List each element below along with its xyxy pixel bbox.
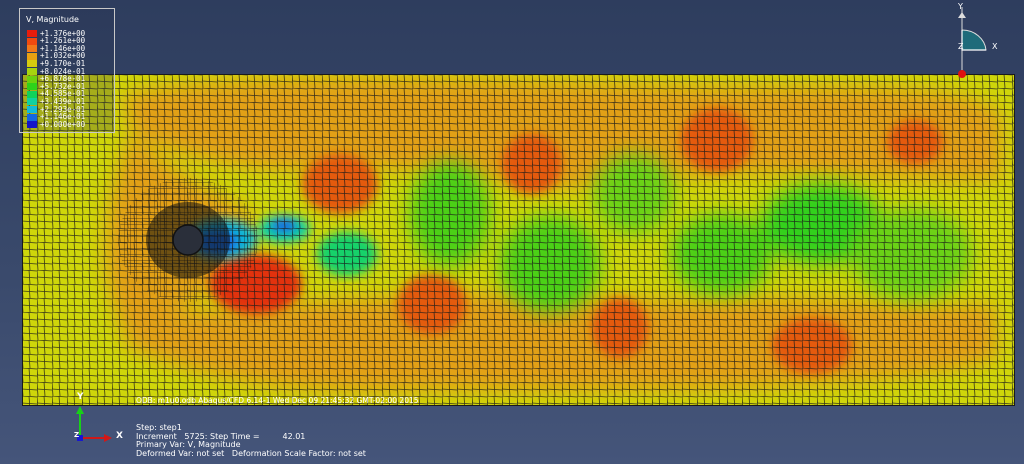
legend-title: V, Magnitude [26,15,79,24]
triad-y-label: Y [958,2,963,11]
legend-swatch [27,113,37,121]
legend-swatch [27,106,37,113]
legend-swatch [27,45,37,53]
status-step: Step: step1 [136,423,182,432]
triad-x-label: X [992,42,998,51]
legend-label: +3.439e-01 [40,96,86,106]
legend-swatch [27,83,37,91]
triad-z-label: Z [958,42,964,51]
legend-label: +2.293e-01 [40,104,86,114]
legend-label: +1.146e+00 [40,43,86,53]
legend-swatch [27,90,37,98]
cylinder-obstacle [172,224,204,256]
axis-x-label: X [116,431,123,441]
axis-z-label: Z [74,431,80,439]
contour-legend[interactable]: V, Magnitude +1.376e+00 +1.261e+00 +1.146e… [19,8,115,133]
coordinate-triad-icon [76,406,112,442]
legend-swatch [27,52,37,60]
axis-y-label: Y [77,392,84,402]
legend-label: +1.376e+00 [40,28,86,38]
status-deformed-var: Deformed Var: not set Deformation Scale … [136,448,366,458]
legend-label: +1.032e+00 [40,51,86,61]
legend-swatch [27,37,37,45]
legend-label: +9.170e-01 [40,58,86,68]
status-primary-var: Primary Var: V, Magnitude [136,440,241,449]
legend-label: +6.878e-01 [40,74,86,84]
legend-label: +4.585e-01 [40,89,86,99]
legend-label: +8.024e-01 [40,66,86,76]
status-block: Step: step1 Increment 5725: Step Time = … [136,423,366,458]
legend-swatch [27,121,37,129]
legend-swatch [27,75,37,83]
legend-label: +1.146e-01 [40,112,86,122]
status-increment: Increment 5725: Step Time = 42.01 [136,431,306,441]
contour-plot[interactable] [22,74,1015,406]
legend-label: +0.000e+00 [40,119,86,129]
legend-swatch [27,60,37,68]
legend-swatch [27,98,37,106]
odb-info-line: ODB: m1u0.odb Abaqus/CFD 6.14-1 Wed Dec … [136,396,419,405]
view-triad-icon[interactable] [946,2,1006,82]
legend-label: +5.732e-01 [40,81,86,91]
legend-swatch [27,30,37,37]
legend-swatch [27,68,37,75]
legend-label: +1.261e+00 [40,36,86,46]
